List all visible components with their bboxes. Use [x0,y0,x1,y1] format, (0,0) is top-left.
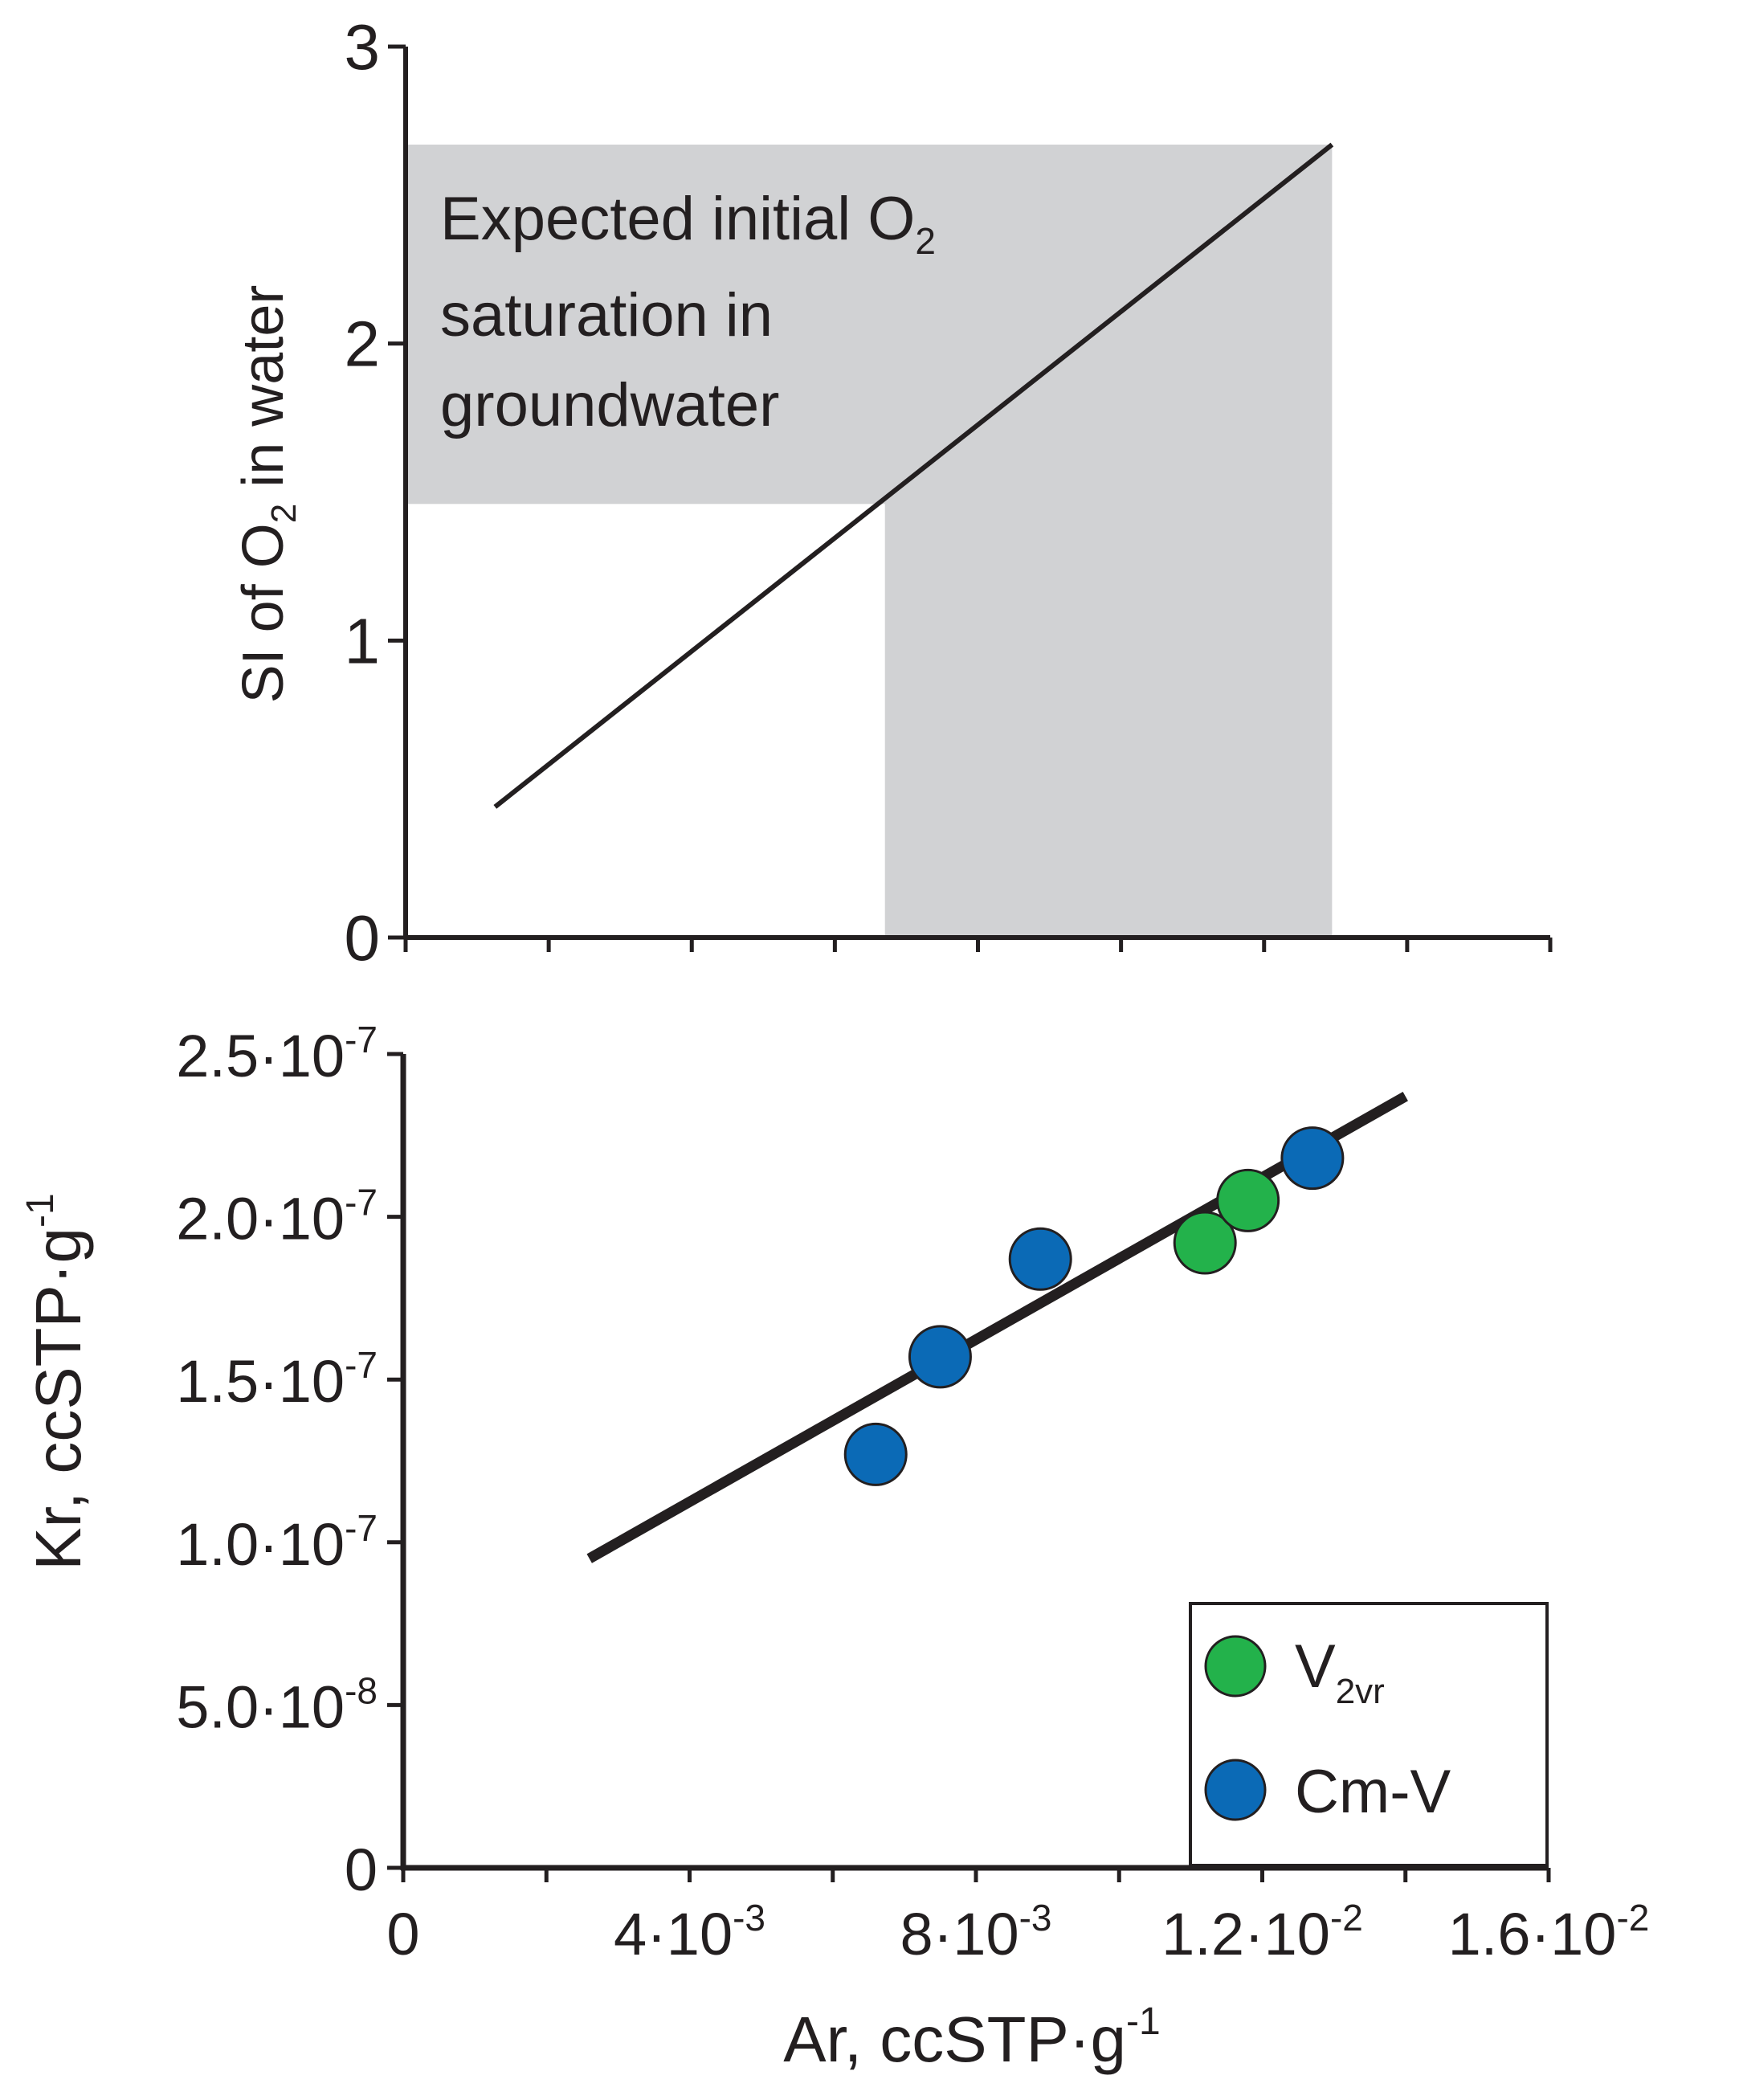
bottom-y-tick-label: 2.0·10-7 [176,1182,378,1252]
bottom-x-tick-label: 0 [386,1901,419,1967]
bottom-y-tick-label: 1.0·10-7 [176,1507,378,1578]
top-y-tick-label: 3 [345,11,381,83]
bottom-y-axis-label: Kr, ccSTP·g-1 [19,1193,94,1570]
top-y-axis-label: SI of O2 in water [231,285,304,704]
data-point-cmv [908,1325,972,1389]
fit-line-layer [586,1092,1408,1563]
bottom-x-tick-label: 1.2·10-2 [1161,1897,1363,1967]
shaded-band-vertical [884,503,1333,938]
data-point-cmv [1008,1227,1072,1291]
annotation-line-1: Expected initial O2 [440,185,936,262]
si-trend-line [493,142,1334,809]
top-y-tick-label: 2 [345,308,381,380]
top-axes [388,44,1553,952]
legend: V2vr Cm-V [1189,1602,1549,1867]
data-point-cmv [843,1422,908,1486]
fit-line [586,1092,1408,1563]
bottom-panel: 0 5.0·10-8 1.0·10-7 1.5·10-7 2.0·10-7 2.5·10-… [19,1019,1649,2075]
bottom-x-axis-label: Ar, ccSTP·g-1 [783,2000,1160,2075]
top-y-tick-label: 0 [345,902,381,974]
shaded-band-horizontal [408,144,1333,505]
data-points [843,1126,1345,1486]
bottom-x-tick-label: 1.6·10-2 [1448,1897,1650,1967]
shaded-region [408,144,1333,938]
top-y-tick-label: 1 [345,605,381,676]
bottom-x-tick-label: 8·10-3 [900,1897,1051,1967]
bottom-y-tick-label: 1.5·10-7 [176,1344,378,1415]
data-point-v2vr [1216,1168,1280,1232]
si-trend-line-layer [493,142,1334,809]
legend-marker-v2vr [1204,1635,1267,1698]
annotation-line-2: saturation in [440,281,773,349]
legend-label-cmv: Cm-V [1295,1758,1451,1826]
bottom-axes [387,1052,1551,1882]
top-y-tick-labels: 0 1 2 3 [345,11,381,974]
data-point-cmv [1280,1126,1345,1191]
bottom-y-tick-label: 0 [345,1836,378,1903]
bottom-y-tick-label: 5.0·10-8 [176,1669,378,1740]
annotation-line-3: groundwater [440,371,780,439]
bottom-y-tick-label: 2.5·10-7 [176,1019,378,1089]
bottom-x-tick-labels: 0 4·10-3 8·10-3 1.2·10-2 1.6·10-2 [386,1897,1649,1967]
legend-marker-cmv [1204,1759,1267,1821]
bottom-y-tick-labels: 0 5.0·10-8 1.0·10-7 1.5·10-7 2.0·10-7 2.5·10-… [176,1019,378,1903]
legend-label-v2vr: V2vr [1295,1632,1385,1711]
bottom-x-tick-label: 4·10-3 [614,1897,765,1967]
data-point-v2vr [1173,1211,1237,1275]
top-panel: 0 1 2 3 Expected initial O2 saturation in g… [231,11,1553,974]
